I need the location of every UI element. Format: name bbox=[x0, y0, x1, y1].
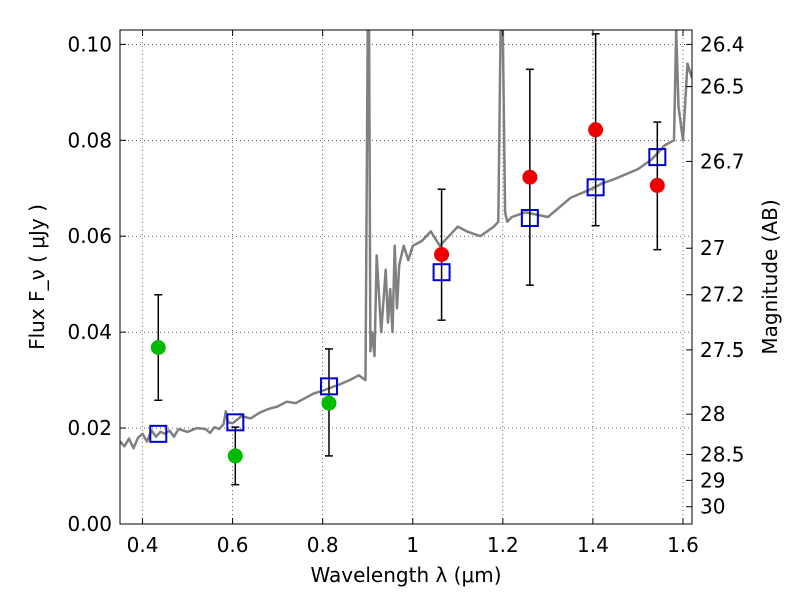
axis-ticks: 0.4 0.6 0.8 1 1.2 1.4 1.6 0.00 0.02 0.04 0.06 0.08 0… bbox=[67, 30, 745, 557]
mag-tick-label: 27.2 bbox=[700, 283, 745, 307]
model-point bbox=[319, 377, 338, 396]
x-tick-label: 1.2 bbox=[487, 533, 519, 557]
model-point bbox=[586, 178, 605, 197]
spectrum-line bbox=[120, 30, 692, 450]
y-tick-label: 0.10 bbox=[67, 32, 112, 56]
model-point bbox=[648, 148, 667, 167]
green-point bbox=[321, 395, 337, 411]
y-tick-label: 0.06 bbox=[67, 224, 112, 248]
y2-axis-label: Magnitude (AB) bbox=[758, 199, 782, 354]
x-tick-label: 0.4 bbox=[127, 533, 159, 557]
red-point bbox=[649, 177, 665, 193]
mag-tick-label: 27.5 bbox=[700, 338, 745, 362]
mag-tick-label: 29 bbox=[700, 468, 725, 492]
plot-frame bbox=[119, 29, 693, 525]
x-tick-label: 1 bbox=[406, 533, 419, 557]
model-point bbox=[432, 263, 451, 282]
model-spectrum bbox=[120, 30, 692, 450]
mag-tick-label: 30 bbox=[700, 495, 725, 519]
green-point bbox=[150, 340, 166, 356]
model-point bbox=[149, 424, 168, 443]
x-tick-label: 1.4 bbox=[577, 533, 609, 557]
mag-tick-label: 28.5 bbox=[700, 442, 745, 466]
mag-tick-label: 26.5 bbox=[700, 75, 745, 99]
mag-tick-label: 26.7 bbox=[700, 149, 745, 173]
x-axis-label: Wavelength λ (μm) bbox=[310, 563, 501, 587]
model-point bbox=[520, 209, 539, 228]
y-tick-label: 0.08 bbox=[67, 128, 112, 152]
x-tick-label: 0.8 bbox=[307, 533, 339, 557]
mag-tick-label: 26.4 bbox=[700, 32, 745, 56]
y-tick-label: 0.02 bbox=[67, 416, 112, 440]
red-point bbox=[434, 246, 450, 262]
x-tick-label: 0.6 bbox=[217, 533, 249, 557]
green-point bbox=[227, 448, 243, 464]
y-axis-label: Flux F_ν ( μJy ) bbox=[25, 204, 49, 350]
x-tick-label: 1.6 bbox=[667, 533, 699, 557]
red-point bbox=[588, 122, 604, 138]
mag-tick-label: 27 bbox=[700, 236, 725, 260]
mag-tick-label: 28 bbox=[700, 402, 725, 426]
y-tick-label: 0.00 bbox=[67, 512, 112, 536]
y-tick-label: 0.04 bbox=[67, 320, 112, 344]
red-point bbox=[522, 169, 538, 185]
model-point bbox=[226, 413, 245, 432]
data-points bbox=[149, 122, 667, 464]
grid bbox=[120, 30, 692, 524]
